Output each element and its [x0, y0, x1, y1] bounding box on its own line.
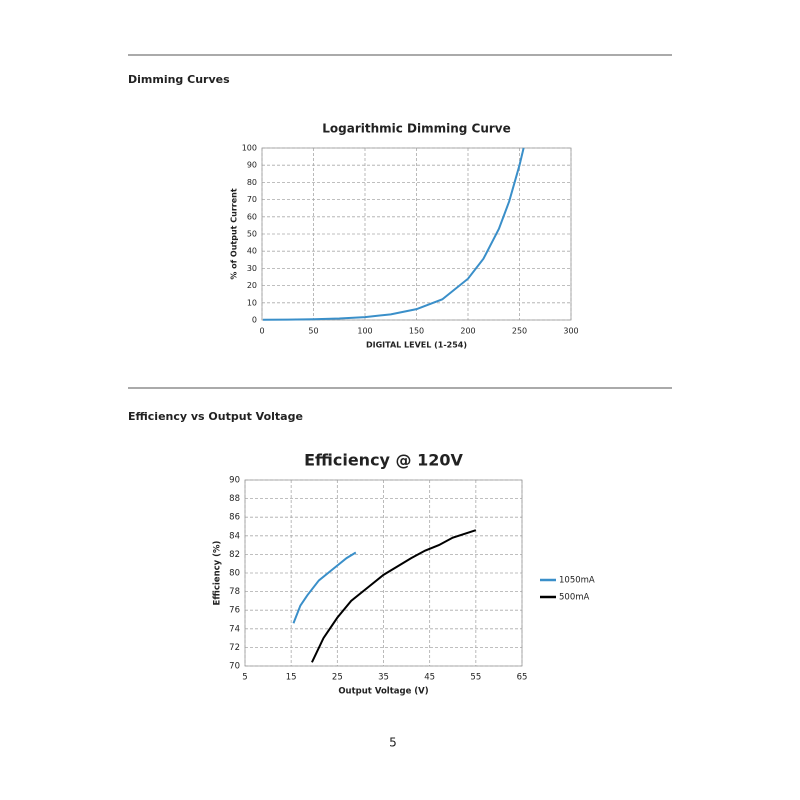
y-tick-label: 70 — [247, 195, 257, 204]
x-axis-label: DIGITAL LEVEL (1-254) — [366, 341, 467, 350]
data-line — [263, 147, 525, 321]
legend-label: 500mA — [559, 593, 590, 603]
section-heading: Efficiency vs Output Voltage — [128, 410, 303, 423]
y-tick-label: 40 — [247, 247, 257, 256]
y-tick-label: 10 — [247, 298, 257, 307]
x-tick-label: 0 — [259, 327, 264, 336]
x-tick-label: 35 — [378, 673, 389, 683]
chart-title: Logarithmic Dimming Curve — [322, 122, 511, 136]
x-tick-label: 250 — [512, 327, 527, 336]
x-tick-label: 200 — [460, 327, 475, 336]
y-tick-label: 72 — [229, 643, 240, 653]
y-tick-label: 20 — [247, 281, 257, 290]
x-tick-label: 150 — [409, 327, 424, 336]
y-tick-label: 0 — [252, 316, 257, 325]
y-tick-label: 60 — [247, 212, 257, 221]
x-tick-label: 45 — [424, 673, 435, 683]
y-axis-label: % of Output Current — [230, 188, 239, 279]
x-tick-label: 300 — [563, 327, 578, 336]
y-tick-label: 84 — [229, 531, 240, 541]
y-tick-label: 88 — [229, 494, 240, 504]
y-tick-label: 86 — [229, 513, 240, 523]
data-line — [311, 529, 477, 663]
page-number: 5 — [389, 736, 397, 750]
y-tick-label: 74 — [229, 624, 240, 634]
x-tick-label: 15 — [286, 673, 297, 683]
x-tick-label: 55 — [470, 673, 481, 683]
x-axis-label: Output Voltage (V) — [338, 687, 428, 697]
y-tick-label: 78 — [229, 587, 240, 597]
x-tick-label: 65 — [517, 673, 528, 683]
y-tick-label: 76 — [229, 606, 240, 616]
section-heading: Dimming Curves — [128, 73, 230, 86]
chart-title: Efficiency @ 120V — [304, 451, 463, 470]
y-axis-label: Efficiency (%) — [213, 540, 223, 605]
x-tick-label: 5 — [242, 673, 247, 683]
x-tick-label: 25 — [332, 673, 343, 683]
plot-frame — [244, 479, 523, 667]
x-tick-label: 100 — [357, 327, 372, 336]
data-line — [292, 551, 357, 624]
y-tick-label: 90 — [229, 476, 240, 486]
y-tick-label: 80 — [229, 569, 240, 579]
y-tick-label: 80 — [247, 178, 257, 187]
y-tick-label: 90 — [247, 161, 257, 170]
legend-label: 1050mA — [559, 576, 595, 586]
y-tick-label: 100 — [242, 144, 257, 153]
y-tick-label: 70 — [229, 662, 240, 672]
y-tick-label: 50 — [247, 230, 257, 239]
y-tick-label: 82 — [229, 550, 240, 560]
plot-frame — [261, 147, 572, 321]
y-tick-label: 30 — [247, 264, 257, 273]
x-tick-label: 50 — [308, 327, 318, 336]
